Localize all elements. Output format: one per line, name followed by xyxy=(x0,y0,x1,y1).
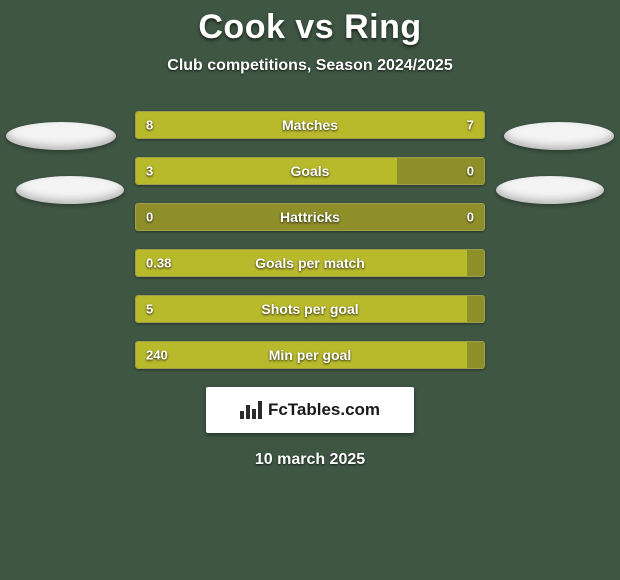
stat-row: 8 7 Matches xyxy=(135,111,485,139)
stat-value-left: 0.38 xyxy=(146,256,171,271)
page-title: Cook vs Ring xyxy=(0,8,620,47)
stat-value-right: 0 xyxy=(467,164,474,179)
date-label: 10 march 2025 xyxy=(0,451,620,469)
player-right-avatar-2 xyxy=(496,176,604,204)
brand-badge[interactable]: FcTables.com xyxy=(206,387,414,433)
stat-value-right: 0 xyxy=(467,210,474,225)
stat-row: 240 Min per goal xyxy=(135,341,485,369)
stat-label: Goals per match xyxy=(255,255,365,271)
stat-label: Shots per goal xyxy=(261,301,358,317)
stat-label: Goals xyxy=(291,163,330,179)
stat-row: 5 Shots per goal xyxy=(135,295,485,323)
stat-label: Matches xyxy=(282,117,338,133)
player-right-avatar-1 xyxy=(504,122,614,150)
stats-container: 8 7 Matches 3 0 Goals 0 0 Hattricks 0.38 Goals per… xyxy=(135,111,485,369)
stat-bar-right xyxy=(320,112,484,138)
stat-value-left: 240 xyxy=(146,348,168,363)
subtitle: Club competitions, Season 2024/2025 xyxy=(0,57,620,75)
stat-row: 0 0 Hattricks xyxy=(135,203,485,231)
stat-bar-left xyxy=(136,158,397,184)
stat-value-left: 5 xyxy=(146,302,153,317)
content: Cook vs Ring Club competitions, Season 2… xyxy=(0,0,620,469)
stat-value-left: 0 xyxy=(146,210,153,225)
stat-value-left: 8 xyxy=(146,118,153,133)
player-left-avatar-2 xyxy=(16,176,124,204)
stat-label: Hattricks xyxy=(280,209,340,225)
stat-value-right: 7 xyxy=(467,118,474,133)
stat-label: Min per goal xyxy=(269,347,351,363)
brand-text: FcTables.com xyxy=(268,400,380,420)
player-left-avatar-1 xyxy=(6,122,116,150)
bar-chart-icon xyxy=(240,401,262,419)
stat-row: 0.38 Goals per match xyxy=(135,249,485,277)
stat-row: 3 0 Goals xyxy=(135,157,485,185)
stat-value-left: 3 xyxy=(146,164,153,179)
